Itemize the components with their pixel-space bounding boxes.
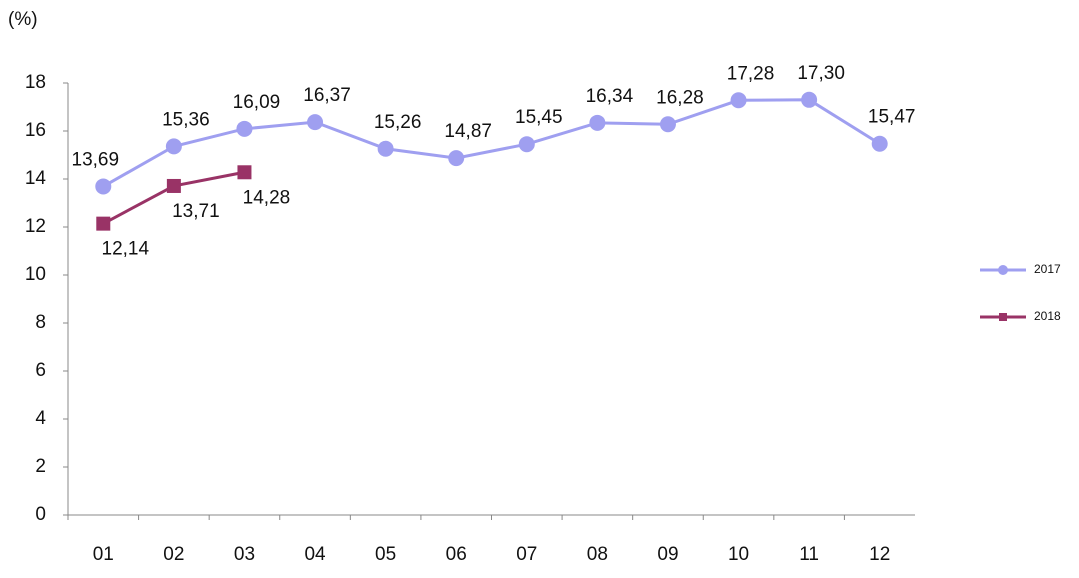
legend-marker bbox=[998, 265, 1008, 275]
point bbox=[95, 178, 112, 195]
value-label: 15,26 bbox=[374, 112, 422, 133]
point bbox=[307, 114, 324, 131]
point bbox=[589, 114, 606, 131]
legend-marker bbox=[999, 313, 1007, 321]
point bbox=[236, 120, 253, 137]
point bbox=[96, 216, 111, 231]
x-tick-label: 11 bbox=[799, 544, 819, 565]
value-label: 16,34 bbox=[586, 86, 634, 107]
y-tick-label: 16 bbox=[25, 120, 46, 141]
value-label: 12,14 bbox=[102, 239, 150, 260]
value-label: 14,28 bbox=[243, 187, 291, 208]
value-label: 15,36 bbox=[162, 109, 210, 130]
value-label: 14,87 bbox=[444, 121, 492, 142]
y-tick-label: 10 bbox=[25, 264, 46, 285]
y-axis-label: (%) bbox=[8, 9, 38, 30]
series-line bbox=[102, 98, 881, 188]
x-tick-label: 01 bbox=[93, 544, 114, 565]
point bbox=[237, 165, 252, 180]
point bbox=[448, 150, 465, 167]
x-tick-label: 09 bbox=[657, 544, 678, 565]
value-label: 15,45 bbox=[515, 107, 563, 128]
legend-label: 2018 bbox=[1034, 309, 1061, 323]
y-tick-label: 8 bbox=[35, 312, 46, 333]
y-tick-label: 12 bbox=[25, 216, 46, 237]
x-tick-label: 06 bbox=[446, 544, 467, 565]
y-tick-label: 18 bbox=[25, 72, 46, 93]
point bbox=[730, 92, 747, 109]
point bbox=[659, 116, 676, 133]
x-tick-label: 10 bbox=[728, 544, 749, 565]
value-label: 17,28 bbox=[727, 63, 775, 84]
value-label: 17,30 bbox=[797, 63, 845, 84]
x-tick-label: 05 bbox=[375, 544, 396, 565]
x-tick-label: 02 bbox=[163, 544, 184, 565]
x-tick-label: 12 bbox=[869, 544, 890, 565]
y-tick-label: 6 bbox=[35, 360, 46, 381]
x-tick-label: 07 bbox=[516, 544, 537, 565]
point bbox=[518, 136, 535, 153]
point bbox=[165, 138, 182, 155]
y-tick-label: 0 bbox=[35, 504, 46, 525]
value-label: 16,09 bbox=[233, 92, 281, 113]
y-tick-label: 2 bbox=[35, 456, 46, 477]
y-tick-label: 14 bbox=[25, 168, 47, 189]
x-tick-label: 04 bbox=[304, 544, 326, 565]
value-label: 15,47 bbox=[868, 107, 916, 128]
point bbox=[801, 91, 818, 108]
value-label: 16,37 bbox=[303, 85, 351, 106]
y-tick-label: 4 bbox=[35, 408, 46, 429]
legend-label: 2017 bbox=[1034, 262, 1061, 276]
point bbox=[871, 135, 888, 152]
value-label: 13,69 bbox=[72, 149, 120, 170]
value-label: 13,71 bbox=[172, 201, 220, 222]
point bbox=[166, 178, 181, 193]
value-label: 16,28 bbox=[656, 87, 704, 108]
point bbox=[377, 140, 394, 157]
x-tick-label: 08 bbox=[587, 544, 608, 565]
x-tick-label: 03 bbox=[234, 544, 255, 565]
